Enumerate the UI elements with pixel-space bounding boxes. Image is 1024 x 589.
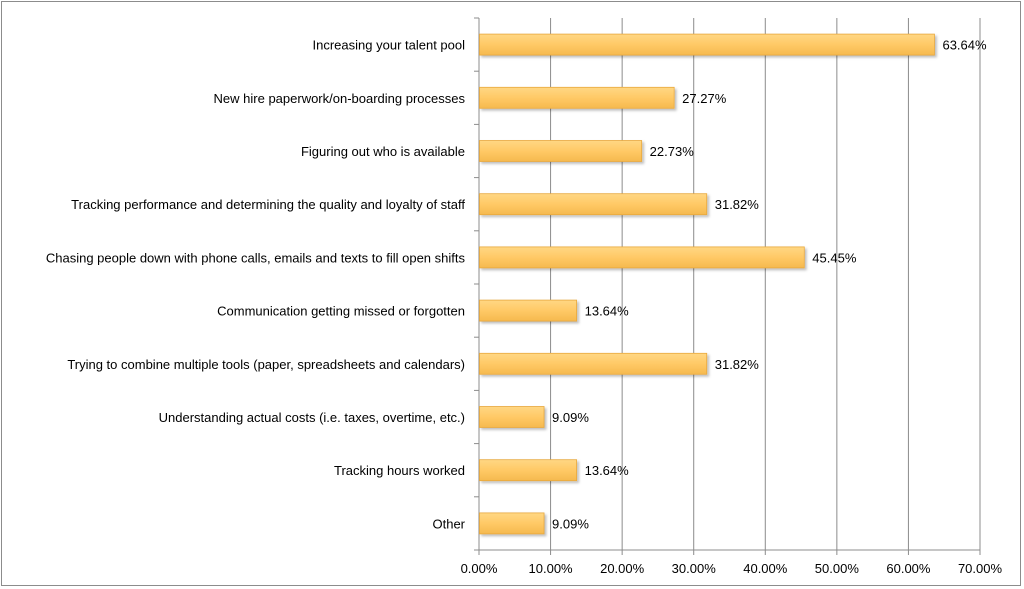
bar [479,140,643,162]
category-label: Understanding actual costs (i.e. taxes, … [159,410,465,425]
bar [479,406,545,428]
x-tick-label: 10.00% [529,561,574,576]
category-label: Other [432,516,465,531]
x-tick-label: 0.00% [461,561,498,576]
category-label: Communication getting missed or forgotte… [217,304,465,319]
category-label: Increasing your talent pool [313,38,466,53]
data-label: 45.45% [812,250,857,265]
category-label: Tracking hours worked [334,463,465,478]
data-label: 22.73% [650,144,695,159]
bar [479,246,805,269]
bar [479,193,708,216]
x-tick-label: 40.00% [743,561,788,576]
bar [479,299,578,322]
bar [479,352,708,375]
bar [479,33,935,56]
category-label: Figuring out who is available [301,144,465,159]
category-label: Chasing people down with phone calls, em… [46,250,466,265]
axes [474,17,981,555]
x-tick-label: 20.00% [600,561,645,576]
bar [479,512,545,535]
category-label: Trying to combine multiple tools (paper,… [67,357,465,372]
data-label: 13.64% [585,304,630,319]
data-label: 31.82% [715,197,760,212]
data-label: 31.82% [715,357,760,372]
data-label: 9.09% [552,410,589,425]
category-label: New hire paperwork/on-boarding processes [214,91,466,106]
data-label: 63.64% [942,38,987,53]
x-tick-label: 30.00% [672,561,717,576]
data-label: 27.27% [682,91,727,106]
bar [479,86,675,109]
data-label: 9.09% [552,516,589,531]
x-tick-label: 60.00% [886,561,931,576]
x-tick-label: 50.00% [815,561,860,576]
labels: 0.00% 10.00% 20.00% 30.00% 40.00% 50.00% 60.00… [46,38,1003,576]
x-tick-label: 70.00% [958,561,1003,576]
bars [479,33,935,535]
bar [479,459,578,482]
category-label: Tracking performance and determining the… [71,197,465,212]
data-label: 13.64% [585,463,630,478]
